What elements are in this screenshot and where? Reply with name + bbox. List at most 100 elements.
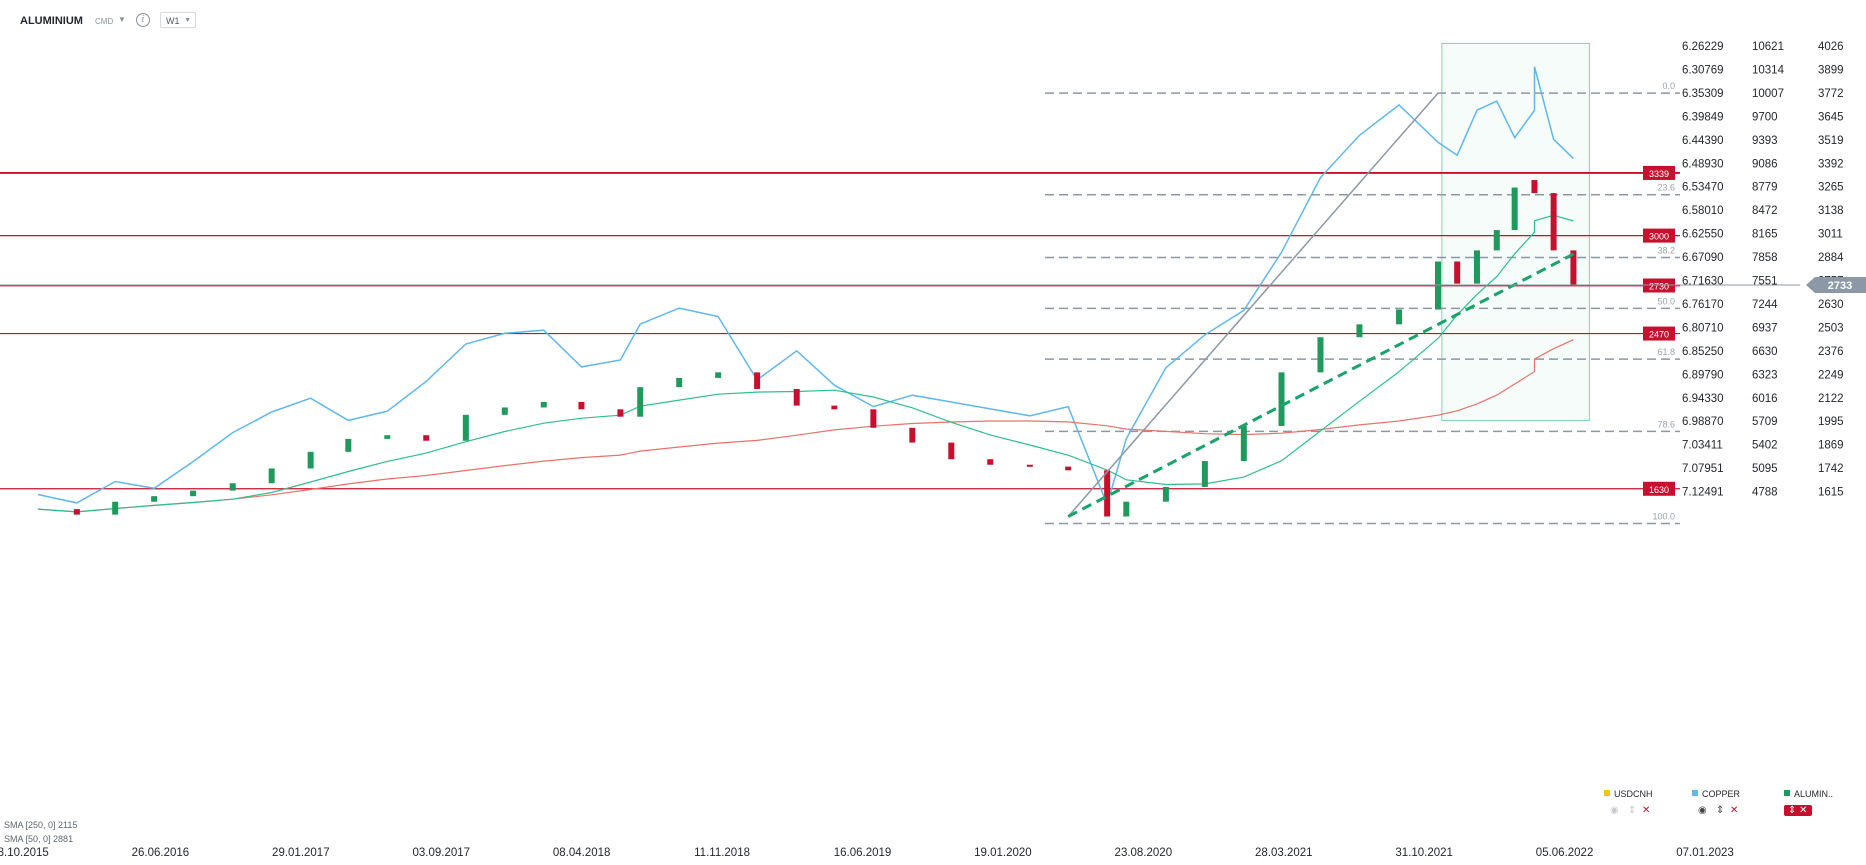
y-tick-aluminium-16: 1995 <box>1818 416 1844 428</box>
x-tick-3: 03.09.2017 <box>412 847 470 859</box>
y-tick-copper-17: 5402 <box>1752 440 1778 452</box>
sma-50-readout: SMA [50, 0] 2881 <box>4 834 73 844</box>
aluminium-candle-37 <box>1435 261 1442 310</box>
y-tick-usdcnh-15: 6.94330 <box>1682 393 1724 405</box>
legend-swatch-copper <box>1692 790 1698 796</box>
y-tick-usdcnh-4: 6.44390 <box>1682 135 1724 147</box>
aluminium-candle-41 <box>1511 187 1518 231</box>
y-tick-usdcnh-5: 6.48930 <box>1682 158 1724 170</box>
y-tick-copper-1: 10314 <box>1752 64 1785 76</box>
copper-remove-icon[interactable]: ✕ <box>1730 805 1739 816</box>
current-price-tag <box>1806 276 1866 293</box>
level-tag-text-3339: 3339 <box>1649 169 1669 179</box>
aluminium-candle-45 <box>1570 250 1577 285</box>
aluminium-candle-2 <box>112 501 119 515</box>
y-tick-usdcnh-9: 6.67090 <box>1682 252 1724 264</box>
aluminium-candle-13 <box>540 401 547 408</box>
fib-label-5: 78.6 <box>1657 419 1675 429</box>
series-legend: USDCNH COPPER ALUMIN.. ◉ ⇕ ✕ ◉ ⇕ ✕ ⇕ ✕ <box>1604 789 1854 829</box>
y-tick-usdcnh-12: 6.80710 <box>1682 322 1724 334</box>
level-tag-3000 <box>1643 228 1675 243</box>
aluminium-candle-28 <box>1104 470 1111 517</box>
symbol-category: CMD <box>95 17 114 26</box>
y-tick-copper-12: 6937 <box>1752 322 1778 334</box>
fib-label-6: 100.0 <box>1652 512 1675 522</box>
symbol-dropdown-icon[interactable]: ▼ <box>118 15 126 24</box>
level-tag-1630 <box>1643 481 1675 496</box>
y-tick-copper-2: 10007 <box>1752 88 1784 100</box>
legend-copper[interactable]: COPPER <box>1692 789 1740 799</box>
y-tick-usdcnh-8: 6.62550 <box>1682 229 1724 241</box>
aluminium-settings-icon[interactable]: ⇕ ✕ <box>1784 805 1812 816</box>
level-tag-2470 <box>1643 326 1675 341</box>
info-icon[interactable]: i <box>136 13 150 27</box>
legend-label-aluminium: ALUMIN.. <box>1794 789 1834 799</box>
y-tick-copper-19: 4788 <box>1752 487 1778 499</box>
aluminium-candle-39 <box>1473 250 1480 284</box>
y-tick-usdcnh-1: 6.30769 <box>1682 64 1724 76</box>
aluminium-candle-10 <box>423 435 430 441</box>
aluminium-candle-25 <box>987 459 994 465</box>
y-tick-aluminium-4: 3519 <box>1818 135 1844 147</box>
current-price-text: 2733 <box>1828 280 1852 292</box>
interval-select[interactable]: W1 ▼ <box>160 12 196 28</box>
y-tick-copper-13: 6630 <box>1752 346 1778 358</box>
trend-line <box>1067 92 1439 517</box>
sma-50-line <box>37 214 1574 513</box>
level-tag-text-2730: 2730 <box>1649 281 1669 291</box>
y-tick-aluminium-18: 1742 <box>1818 463 1844 475</box>
aluminium-candle-40 <box>1493 230 1500 251</box>
y-tick-usdcnh-17: 7.03411 <box>1682 440 1723 452</box>
level-tag-text-3000: 3000 <box>1649 232 1669 242</box>
y-tick-aluminium-17: 1869 <box>1818 440 1844 452</box>
y-tick-usdcnh-18: 7.07951 <box>1682 463 1724 475</box>
legend-usdcnh[interactable]: USDCNH <box>1604 789 1653 799</box>
symbol-name[interactable]: ALUMINIUM <box>20 15 83 27</box>
y-tick-copper-9: 7858 <box>1752 252 1778 264</box>
y-tick-aluminium-0: 4026 <box>1818 41 1844 53</box>
aluminium-candle-38 <box>1454 261 1461 284</box>
aluminium-candle-34 <box>1317 337 1324 373</box>
legend-swatch-aluminium <box>1784 790 1790 796</box>
copper-visibility-icon[interactable]: ◉ <box>1698 805 1707 816</box>
y-tick-copper-0: 10621 <box>1752 41 1784 53</box>
y-tick-usdcnh-14: 6.89790 <box>1682 369 1724 381</box>
sma-50-name: SMA [50, 0] <box>4 834 51 844</box>
sma-250-line <box>37 339 1574 513</box>
y-tick-usdcnh-13: 6.85250 <box>1682 346 1724 358</box>
usdcnh-reorder-icon[interactable]: ⇕ <box>1628 805 1637 816</box>
y-tick-copper-18: 5095 <box>1752 463 1778 475</box>
x-tick-11: 05.06.2022 <box>1536 847 1594 859</box>
x-tick-0: 18.10.2015 <box>0 847 49 859</box>
aluminium-candle-3 <box>151 496 158 502</box>
y-tick-usdcnh-11: 6.76170 <box>1682 299 1724 311</box>
y-tick-copper-6: 8779 <box>1752 182 1778 194</box>
usdcnh-remove-icon[interactable]: ✕ <box>1642 805 1651 816</box>
x-tick-10: 31.10.2021 <box>1395 847 1453 859</box>
y-tick-copper-7: 8472 <box>1752 205 1778 217</box>
aluminium-candle-20 <box>793 388 800 406</box>
legend-aluminium[interactable]: ALUMIN.. <box>1784 789 1833 799</box>
y-tick-aluminium-2: 3772 <box>1818 88 1844 100</box>
x-tick-4: 08.04.2018 <box>553 847 611 859</box>
sma-50-value: 2881 <box>53 834 74 844</box>
y-tick-aluminium-14: 2249 <box>1818 369 1844 381</box>
y-tick-aluminium-3: 3645 <box>1818 111 1844 123</box>
y-tick-aluminium-1: 3899 <box>1818 64 1844 76</box>
aluminium-candle-15 <box>617 409 624 417</box>
level-tag-text-2470: 2470 <box>1649 330 1669 340</box>
aluminium-candle-16 <box>637 387 644 417</box>
y-tick-copper-5: 9086 <box>1752 158 1778 170</box>
level-tag-3339 <box>1643 165 1675 180</box>
aluminium-candle-5 <box>229 483 236 491</box>
usdcnh-visibility-icon[interactable]: ◉ <box>1610 805 1619 816</box>
y-tick-copper-15: 6016 <box>1752 393 1778 405</box>
aluminium-candle-9 <box>384 435 391 439</box>
legend-label-usdcnh: USDCNH <box>1614 789 1653 799</box>
fib-label-3: 50.0 <box>1657 296 1675 306</box>
y-tick-aluminium-15: 2122 <box>1818 393 1844 405</box>
copper-reorder-icon[interactable]: ⇕ <box>1716 805 1725 816</box>
aluminium-candle-14 <box>578 401 585 410</box>
aluminium-candle-23 <box>909 427 916 443</box>
